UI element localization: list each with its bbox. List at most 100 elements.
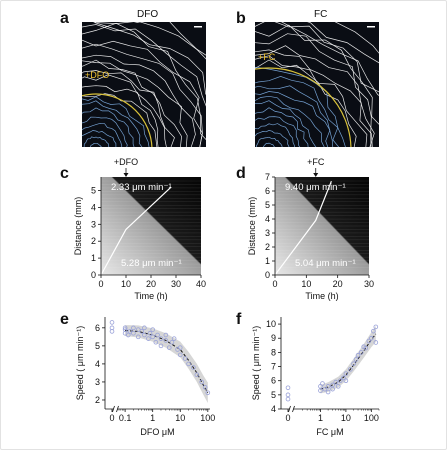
fc-overlay-label: +FC — [258, 52, 276, 62]
data-point — [355, 352, 361, 358]
data-point — [371, 328, 376, 334]
data-point — [318, 388, 323, 393]
y-axis-label: Distance (mm) — [247, 197, 257, 256]
front-trace-line — [274, 180, 332, 276]
data-point — [109, 320, 115, 325]
data-point — [330, 382, 335, 388]
lower-speed-label: 5.04 μm min⁻¹ — [295, 258, 356, 269]
contour-line — [82, 43, 203, 147]
y-tick-label: 1 — [265, 256, 270, 266]
contour-line — [82, 116, 128, 147]
fit-line — [320, 333, 377, 390]
axis-break-mark — [116, 405, 119, 413]
data-point — [369, 335, 374, 341]
contour-line — [255, 24, 379, 125]
panel-letter-c: c — [60, 165, 69, 182]
contour-line — [255, 49, 373, 147]
x-tick-label: 1 — [150, 413, 155, 423]
x-tick-label: 0 — [109, 413, 114, 423]
contour-line — [82, 60, 188, 147]
data-point — [194, 372, 200, 378]
contour-line — [82, 24, 206, 107]
x-tick-label: 10 — [301, 279, 311, 289]
contour-line — [255, 22, 379, 93]
data-point — [325, 389, 331, 395]
x-axis-label: FC μM — [316, 427, 343, 437]
x-tick-label: 10 — [121, 279, 131, 289]
data-point — [155, 332, 160, 338]
y-tick-label: 6 — [95, 323, 100, 333]
boundary-line — [255, 67, 352, 147]
y-tick-label: 3 — [265, 228, 270, 238]
contour-line — [82, 85, 159, 147]
contour-line — [82, 122, 123, 147]
contour-line — [82, 96, 150, 147]
data-point — [125, 332, 131, 338]
x-tick-label: 30 — [364, 279, 374, 289]
dfo-overlay-label: +DFO — [85, 70, 109, 80]
data-point — [146, 336, 151, 341]
x-tick-label: 40 — [196, 279, 206, 289]
contour-line — [255, 59, 357, 147]
contour-line — [82, 54, 196, 147]
contour-line — [82, 130, 117, 147]
data-point — [142, 325, 147, 331]
x-tick-label: 100 — [364, 413, 379, 423]
x-tick-label: 20 — [146, 279, 156, 289]
contour-line — [255, 45, 375, 147]
contour-line — [255, 123, 295, 147]
y-axis-label: Speed ( μm min⁻¹) — [75, 326, 85, 400]
contour-line — [90, 142, 103, 147]
data-point — [122, 325, 128, 331]
data-point — [127, 329, 133, 334]
panel-letter-b: b — [236, 10, 246, 27]
y-tick-label: 6 — [265, 186, 270, 196]
scale-bar — [194, 26, 202, 28]
y-tick-label: 0 — [91, 270, 96, 280]
y-tick-label: 2 — [265, 242, 270, 252]
panel-a-title: DFO — [137, 9, 159, 20]
data-point — [131, 330, 136, 336]
data-point — [335, 384, 341, 389]
data-point — [191, 365, 196, 370]
contour-line — [82, 59, 182, 147]
y-tick-label: 9 — [271, 333, 276, 343]
data-point — [337, 378, 343, 383]
data-point — [142, 332, 147, 338]
y-tick-label: 4 — [271, 404, 276, 414]
treatment-arrowhead — [123, 173, 129, 177]
x-tick-label: 100 — [200, 413, 215, 423]
data-point — [358, 350, 364, 355]
fc-contour-image: +FC — [255, 22, 379, 147]
y-tick-label: 4 — [91, 202, 96, 212]
panel-letter-a: a — [60, 10, 69, 27]
contour-line — [281, 22, 379, 96]
y-tick-label: 5 — [91, 186, 96, 196]
data-point — [109, 329, 115, 334]
contour-line — [262, 142, 275, 147]
y-tick-label: 5 — [271, 390, 276, 400]
x-tick-label: 30 — [171, 279, 181, 289]
x-tick-label: 0 — [272, 279, 277, 289]
x-tick-label: 10 — [341, 413, 351, 423]
contour-line — [255, 76, 340, 147]
data-point — [171, 336, 177, 341]
data-point — [182, 356, 188, 361]
axis-break-mark — [292, 405, 295, 413]
panel-letter-d: d — [236, 165, 246, 182]
axis-break-mark — [288, 405, 291, 413]
data-point — [139, 329, 145, 334]
axis-break-mark — [112, 405, 115, 413]
contour-line — [255, 116, 301, 147]
data-point — [330, 386, 335, 392]
x-axis-label: Time (h) — [134, 291, 167, 301]
x-tick-label: 1 — [318, 413, 323, 423]
scale-bar — [367, 26, 375, 28]
contour-map-b: +FC — [255, 22, 379, 147]
data-point — [150, 334, 155, 340]
data-point — [177, 352, 183, 358]
contour-line — [255, 136, 283, 147]
contour-line — [82, 74, 167, 147]
data-point — [363, 345, 368, 351]
kymograph-image — [101, 177, 201, 275]
